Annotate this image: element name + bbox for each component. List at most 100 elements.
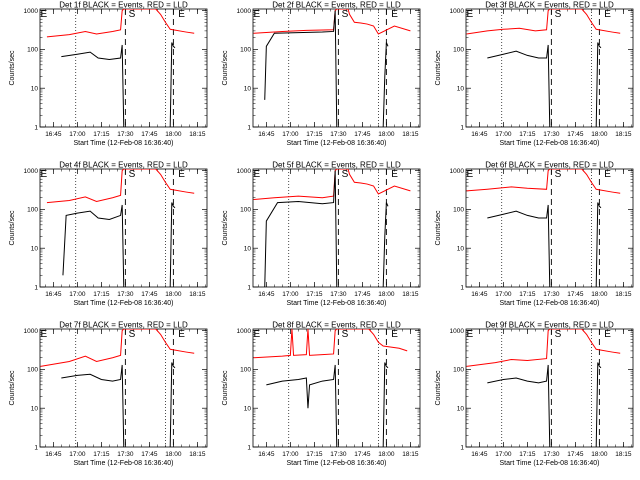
y-tick-label: 100 — [27, 207, 38, 214]
x-tick-label: 17:30 — [543, 131, 560, 138]
x-tick-label: 17:30 — [330, 451, 347, 458]
x-tick-label: 17:00 — [69, 291, 86, 298]
panel-title: Det 1f BLACK = Events, RED = LLD — [59, 1, 188, 10]
detector-panel-4: Det 4f BLACK = Events, RED = LLD 16:45 17:… — [9, 161, 208, 307]
y-tick-label: 1000 — [450, 168, 465, 175]
lld-series-line — [466, 329, 621, 367]
events-series-line — [264, 170, 338, 287]
x-tick-label: 16:45 — [45, 291, 62, 298]
x-tick-label: 17:45 — [567, 291, 584, 298]
y-tick-label: 100 — [240, 367, 251, 374]
x-tick-label: 16:45 — [258, 291, 275, 298]
x-tick-label: 18:00 — [378, 291, 395, 298]
y-tick-label: 1000 — [24, 328, 39, 335]
marker-e: E — [604, 9, 611, 20]
x-tick-label: 16:45 — [471, 131, 488, 138]
x-tick-label: 17:15 — [93, 291, 110, 298]
x-tick-label: 18:00 — [378, 131, 395, 138]
x-tick-label: 17:15 — [93, 451, 110, 458]
x-tick-label: 17:15 — [519, 291, 536, 298]
y-axis-label: Counts/sec — [435, 210, 442, 246]
y-tick-label: 100 — [240, 47, 251, 54]
x-tick-label: 17:00 — [282, 451, 299, 458]
y-tick-label: 1000 — [237, 328, 252, 335]
y-axis-label: Counts/sec — [9, 370, 16, 406]
series-group — [253, 169, 411, 287]
x-tick-label: 16:45 — [45, 451, 62, 458]
lld-series-line — [466, 9, 621, 35]
marker-e: E — [41, 9, 48, 20]
events-series-line — [382, 42, 389, 127]
x-tick-label: 17:45 — [567, 451, 584, 458]
events-series-line — [169, 202, 176, 287]
x-tick-label: 18:15 — [615, 131, 632, 138]
x-tick-label: 17:00 — [495, 131, 512, 138]
x-tick-label: 17:15 — [519, 451, 536, 458]
y-tick-label: 10 — [244, 406, 252, 413]
detector-panel-3: Det 3f BLACK = Events, RED = LLD 16:45 17:… — [435, 1, 634, 147]
y-tick-label: 100 — [27, 367, 38, 374]
series-group — [466, 329, 621, 447]
marker-e: E — [178, 169, 185, 180]
y-tick-label: 1 — [460, 284, 464, 291]
lld-series-line — [46, 9, 195, 38]
y-tick-label: 1000 — [450, 328, 465, 335]
events-series-line — [487, 364, 551, 447]
x-tick-label: 17:30 — [117, 291, 134, 298]
x-tick-label: 17:45 — [141, 131, 158, 138]
y-tick-label: 10 — [244, 246, 252, 253]
x-tick-label: 17:45 — [567, 131, 584, 138]
marker-s: S — [342, 329, 349, 340]
y-tick-label: 1000 — [237, 168, 252, 175]
events-series-line — [169, 362, 176, 447]
marker-s: S — [129, 169, 136, 180]
y-tick-label: 100 — [27, 47, 38, 54]
x-tick-label: 17:30 — [330, 291, 347, 298]
x-tick-label: 17:30 — [117, 131, 134, 138]
x-tick-label: 18:00 — [591, 131, 608, 138]
y-tick-label: 1000 — [24, 8, 39, 15]
y-tick-label: 1 — [34, 284, 38, 291]
y-tick-label: 10 — [244, 86, 252, 93]
events-series-line — [382, 362, 389, 447]
x-tick-label: 16:45 — [45, 131, 62, 138]
detector-panel-1: Det 1f BLACK = Events, RED = LLD 16:45 17:… — [9, 1, 208, 147]
marker-e: E — [467, 169, 474, 180]
y-axis-label: Counts/sec — [435, 50, 442, 86]
marker-e: E — [178, 9, 185, 20]
events-series-line — [169, 42, 176, 127]
x-tick-label: 18:15 — [615, 291, 632, 298]
series-group — [466, 169, 621, 287]
y-tick-label: 1 — [247, 124, 251, 131]
x-tick-label: 16:45 — [258, 451, 275, 458]
x-tick-label: 18:00 — [378, 451, 395, 458]
detector-panel-8: Det 8f BLACK = Events, RED = LLD 16:45 17:… — [222, 321, 421, 467]
marker-e: E — [604, 169, 611, 180]
panel-title: Det 9f BLACK = Events, RED = LLD — [485, 321, 614, 330]
x-tick-label: 17:45 — [354, 291, 371, 298]
panel-title: Det 6f BLACK = Events, RED = LLD — [485, 161, 614, 170]
x-tick-label: 17:00 — [69, 131, 86, 138]
marker-s: S — [342, 169, 349, 180]
marker-s: S — [342, 9, 349, 20]
detector-panel-7: Det 7f BLACK = Events, RED = LLD 16:45 17:… — [9, 321, 208, 467]
x-axis-label: Start Time (12-Feb-08 16:36:40) — [74, 460, 174, 467]
marker-e: E — [254, 9, 261, 20]
y-tick-label: 1 — [460, 444, 464, 451]
x-tick-label: 17:15 — [306, 291, 323, 298]
marker-s: S — [555, 9, 562, 20]
marker-e: E — [391, 169, 398, 180]
lld-series-line — [253, 9, 411, 35]
y-tick-label: 1 — [34, 444, 38, 451]
marker-e: E — [391, 329, 398, 340]
x-tick-label: 17:45 — [141, 291, 158, 298]
y-axis-label: Counts/sec — [435, 370, 442, 406]
y-tick-label: 10 — [457, 246, 465, 253]
x-tick-label: 17:30 — [117, 451, 134, 458]
events-series-line — [487, 44, 551, 127]
marker-e: E — [604, 329, 611, 340]
marker-e: E — [178, 329, 185, 340]
events-series-line — [595, 202, 602, 287]
x-tick-label: 17:30 — [543, 451, 560, 458]
y-tick-label: 100 — [240, 207, 251, 214]
